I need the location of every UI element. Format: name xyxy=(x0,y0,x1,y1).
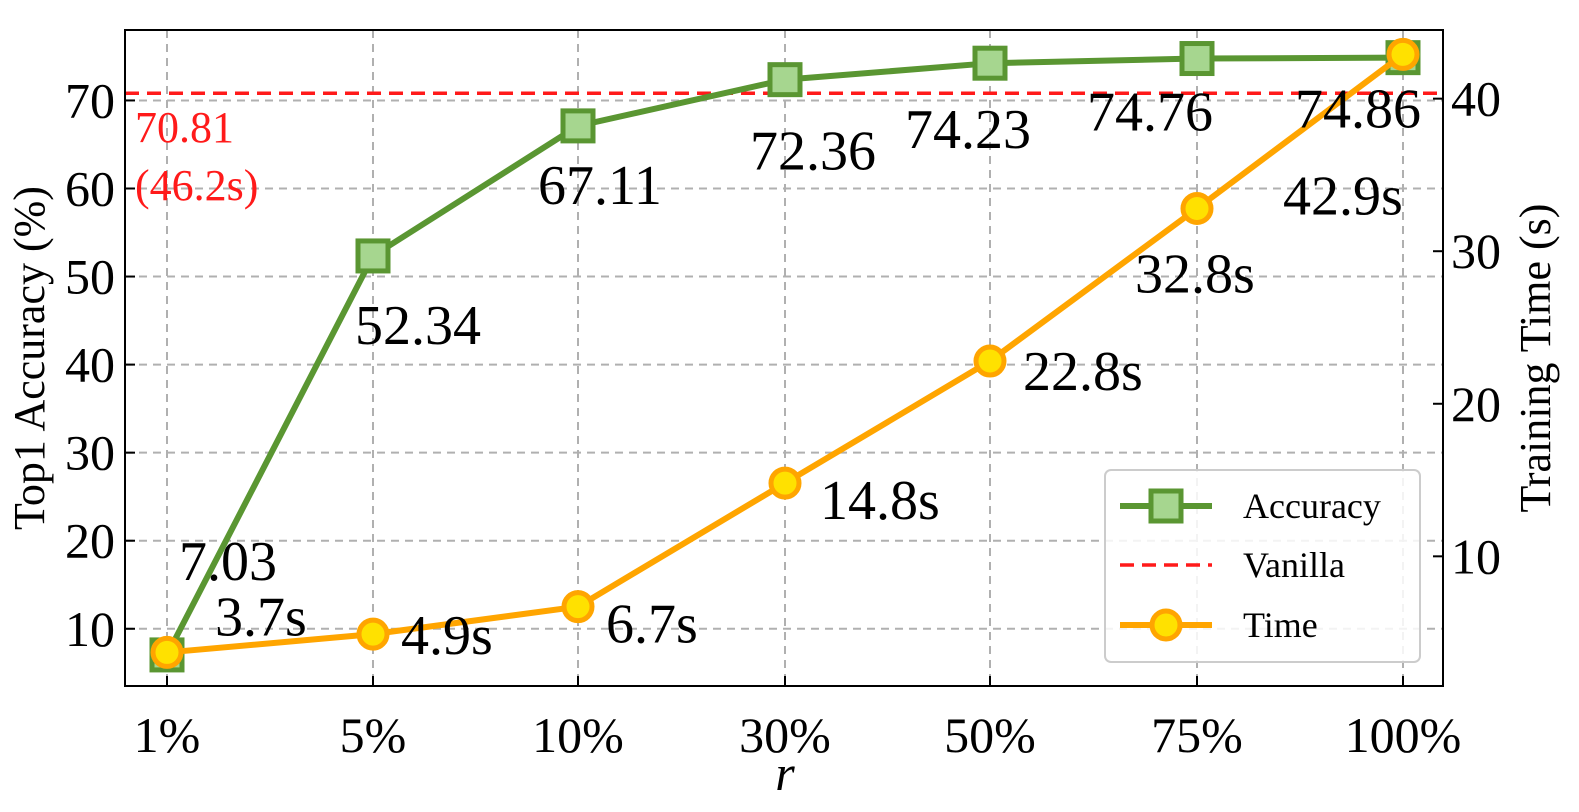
y2-tick-label: 20 xyxy=(1451,376,1501,432)
legend-box xyxy=(1104,469,1421,663)
x-tick-label: 50% xyxy=(944,707,1036,763)
time-marker xyxy=(150,635,184,669)
y-tick-label: 30 xyxy=(65,425,115,481)
accuracy-data-label: 72.36 xyxy=(750,121,876,183)
y2-tick-label: 30 xyxy=(1451,223,1501,279)
time-data-label: 3.7s xyxy=(215,586,307,648)
accuracy-data-label: 74.86 xyxy=(1295,79,1421,141)
time-marker xyxy=(561,590,595,624)
accuracy-data-label: 74.23 xyxy=(905,99,1031,161)
x-axis-label: r xyxy=(775,745,795,801)
time-marker xyxy=(1180,191,1214,225)
y-tick-label: 50 xyxy=(65,249,115,305)
accuracy-marker xyxy=(767,62,803,98)
vanilla-time-label: (46.2s) xyxy=(135,161,258,210)
vanilla-line-group: 70.81 (46.2s) xyxy=(125,91,1443,210)
time-series xyxy=(150,37,1420,669)
ticks: 1% 5% 10% 30% 50% 75% 100% 10 20 30 40 50 60 70 10 20 30… xyxy=(65,71,1501,763)
legend-label: Accuracy xyxy=(1243,486,1381,526)
time-marker xyxy=(973,344,1007,378)
y-tick-label: 20 xyxy=(65,513,115,569)
x-tick-label: 1% xyxy=(134,707,201,763)
time-data-label: 32.8s xyxy=(1135,243,1255,305)
y2-tick-label: 40 xyxy=(1451,71,1501,127)
time-marker xyxy=(768,466,802,500)
y2-tick-label: 10 xyxy=(1451,528,1501,584)
vanilla-value-label: 70.81 xyxy=(135,103,234,152)
x-tick-label: 100% xyxy=(1345,707,1462,763)
x-tick-label: 10% xyxy=(532,707,624,763)
legend-swatch-circle xyxy=(1149,608,1183,642)
accuracy-marker xyxy=(1179,41,1215,77)
x-tick-label: 75% xyxy=(1151,707,1243,763)
legend-label: Time xyxy=(1243,605,1318,645)
y-tick-label: 40 xyxy=(65,337,115,393)
time-data-label: 4.9s xyxy=(401,605,493,667)
y2-axis-label: Training Time (s) xyxy=(1511,204,1560,513)
accuracy-data-label: 52.34 xyxy=(355,295,481,357)
time-marker xyxy=(1386,37,1420,71)
y-tick-label: 60 xyxy=(65,160,115,216)
y-tick-label: 10 xyxy=(65,601,115,657)
accuracy-marker xyxy=(560,108,596,144)
accuracy-marker xyxy=(972,45,1008,81)
time-marker xyxy=(356,617,390,651)
legend-swatch-square xyxy=(1148,488,1184,524)
time-data-label: 6.7s xyxy=(606,594,698,656)
data-labels: 7.03 52.34 67.11 72.36 74.23 74.76 74.86 3.7s 4.… xyxy=(179,79,1421,667)
time-data-label: 14.8s xyxy=(820,470,940,532)
accuracy-data-label: 67.11 xyxy=(538,155,662,217)
y-tick-label: 70 xyxy=(65,72,115,128)
x-tick-label: 5% xyxy=(340,707,407,763)
time-data-label: 42.9s xyxy=(1283,165,1403,227)
x-tick-label: 30% xyxy=(739,707,831,763)
y-axis-label: Top1 Accuracy (%) xyxy=(5,186,54,530)
accuracy-marker xyxy=(355,238,391,274)
legend: Accuracy Vanilla Time xyxy=(1104,469,1421,663)
legend-label: Vanilla xyxy=(1243,545,1345,585)
accuracy-data-label: 74.76 xyxy=(1087,82,1213,144)
time-data-label: 22.8s xyxy=(1023,341,1143,403)
accuracy-data-label: 7.03 xyxy=(179,531,277,593)
